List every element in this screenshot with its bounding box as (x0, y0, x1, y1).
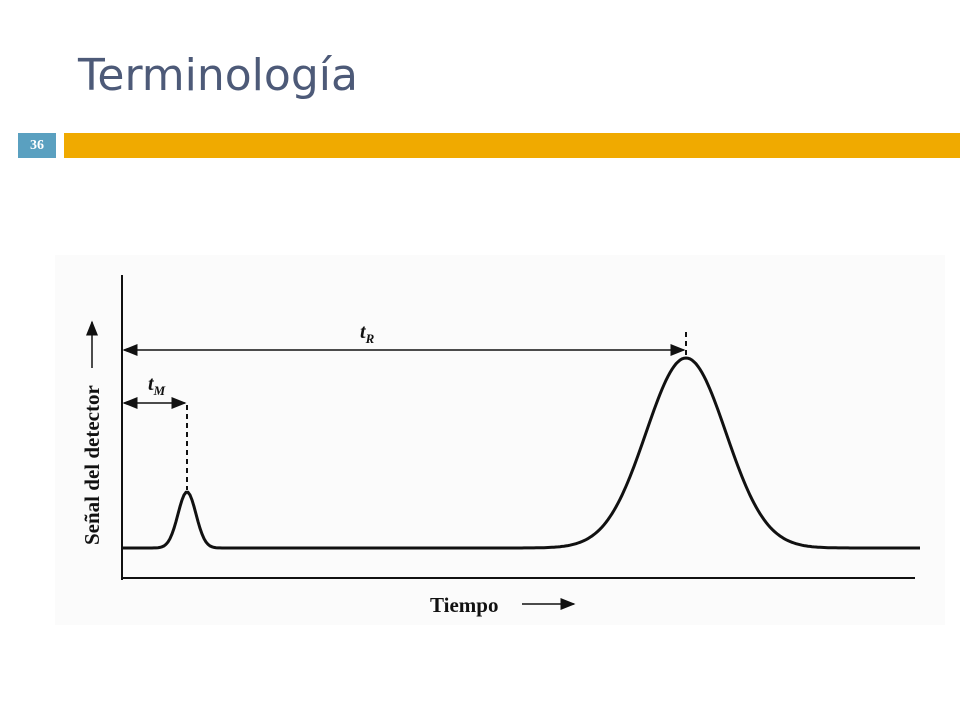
tm-symbol: t (148, 373, 155, 395)
slide-number: 36 (18, 133, 56, 158)
tm-subscript: M (153, 383, 166, 398)
tr-label: tR (360, 321, 375, 346)
slide-title: Terminología (78, 50, 358, 101)
x-axis-label: Tiempo (430, 593, 498, 617)
figure-background (55, 255, 945, 625)
tr-subscript: R (365, 331, 375, 346)
signal-trace (122, 356, 920, 550)
header-bar (64, 133, 960, 158)
y-axis-label: Señal del detector (80, 385, 104, 545)
tm-label: tM (148, 373, 166, 398)
tr-symbol: t (360, 321, 367, 343)
